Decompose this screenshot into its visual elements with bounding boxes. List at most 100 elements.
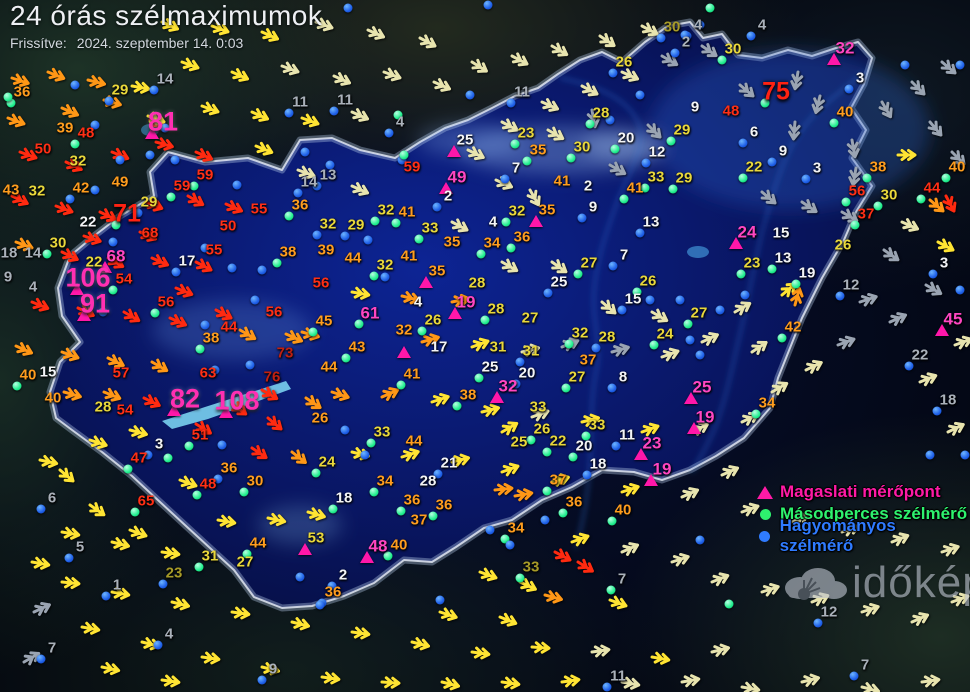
station-wind-value: 42 [72, 179, 90, 197]
wind-arrow [238, 326, 257, 341]
wind-arrow [760, 189, 777, 205]
traditional-station-dot [767, 157, 777, 167]
wind-arrow [896, 149, 917, 161]
wind-arrow [700, 331, 719, 346]
traditional-station-dot [932, 406, 942, 416]
station-wind-value: 19 [695, 407, 715, 427]
station-wind-value: 19 [652, 459, 672, 479]
wind-arrow [100, 661, 121, 676]
per-second-station-dot [189, 181, 199, 191]
per-second-station-dot [399, 150, 409, 160]
high-altitude-triangle-marker [827, 53, 841, 65]
station-wind-value: 31 [522, 342, 540, 360]
station-wind-value: 40 [614, 501, 632, 519]
traditional-station-dot [582, 470, 592, 480]
wind-arrow [804, 359, 823, 374]
per-second-station-dot [566, 153, 576, 163]
station-wind-value: 25 [456, 131, 474, 149]
danube-river [559, 77, 642, 549]
station-wind-value: 3 [154, 435, 164, 453]
traditional-station-dot [340, 231, 350, 241]
wind-arrow [366, 26, 386, 40]
wind-arrow [180, 57, 200, 72]
wind-arrow [840, 522, 860, 537]
wind-arrow [788, 120, 801, 141]
wind-arrow [840, 208, 859, 223]
station-wind-value: 38 [459, 386, 477, 404]
traditional-station-dot [695, 350, 705, 360]
wind-arrow [510, 52, 529, 67]
per-second-station-dot [150, 308, 160, 318]
station-wind-value: 55 [250, 200, 268, 218]
wind-arrow [266, 512, 287, 527]
traditional-station-dot [685, 335, 695, 345]
traditional-station-dot [485, 525, 495, 535]
per-second-station-dot [632, 287, 642, 297]
station-wind-value: 56 [265, 303, 283, 321]
station-wind-value: 50 [34, 140, 52, 158]
per-second-station-dot [751, 409, 761, 419]
wind-arrow [146, 111, 166, 126]
wind-arrow [284, 330, 304, 344]
station-wind-value: 30 [880, 186, 898, 204]
wind-arrow [620, 676, 641, 690]
station-wind-value: 26 [615, 53, 633, 71]
wind-arrow [890, 532, 910, 547]
high-altitude-triangle-marker [634, 448, 648, 460]
traditional-station-dot [835, 291, 845, 301]
idokep-cloud-logo-icon [785, 568, 847, 600]
wind-arrow [260, 662, 280, 676]
wind-arrow [608, 161, 627, 176]
station-wind-value: 68 [141, 224, 159, 242]
wind-arrow [928, 197, 945, 213]
wind-arrow [314, 17, 334, 32]
wind-arrow [210, 21, 230, 36]
wind-arrow [296, 165, 316, 180]
wind-arrow [154, 137, 174, 151]
per-second-station-dot [724, 599, 734, 609]
wind-arrow [380, 387, 400, 401]
wind-arrow [790, 512, 810, 526]
station-wind-value: 38 [202, 329, 220, 347]
station-wind-value: 31 [489, 338, 507, 356]
station-wind-value: 2 [443, 187, 453, 205]
traditional-station-dot [65, 194, 75, 204]
per-second-station-dot [3, 92, 13, 102]
station-wind-value: 49 [111, 173, 129, 191]
per-second-station-dot [366, 438, 376, 448]
wind-arrow [940, 59, 957, 75]
wind-arrow [650, 651, 671, 665]
traditional-station-dot [36, 504, 46, 514]
wind-arrow [620, 542, 640, 556]
per-second-station-dot [396, 380, 406, 390]
per-second-station-dot [829, 118, 839, 128]
wind-arrow [590, 644, 611, 658]
station-wind-value: 39 [317, 241, 335, 259]
per-second-station-dot [760, 98, 770, 108]
wind-arrow [410, 637, 430, 651]
per-second-station-dot [130, 507, 140, 517]
station-wind-value: 68 [106, 246, 126, 266]
per-second-station-dot [568, 452, 578, 462]
wind-arrow [128, 425, 148, 439]
station-wind-value: 27 [568, 368, 586, 386]
traditional-station-dot [675, 295, 685, 305]
station-wind-value: 32 [498, 376, 518, 396]
traditional-station-dot [611, 441, 621, 451]
wind-arrow [790, 287, 804, 307]
station-wind-value: 33 [373, 423, 391, 441]
per-second-station-dot [573, 269, 583, 279]
station-wind-value: 8 [618, 368, 628, 386]
station-wind-value: 20 [575, 437, 593, 455]
station-wind-value: 36 [513, 228, 531, 246]
traditional-station-dot [435, 595, 445, 605]
per-second-station-dot [328, 504, 338, 514]
wind-arrow [266, 415, 283, 431]
per-second-station-dot [476, 249, 486, 259]
per-second-station-dot [123, 464, 133, 474]
wind-arrow [936, 238, 955, 253]
wind-arrow [650, 308, 669, 323]
high-altitude-triangle-marker [684, 392, 698, 404]
wind-arrow [560, 674, 581, 688]
